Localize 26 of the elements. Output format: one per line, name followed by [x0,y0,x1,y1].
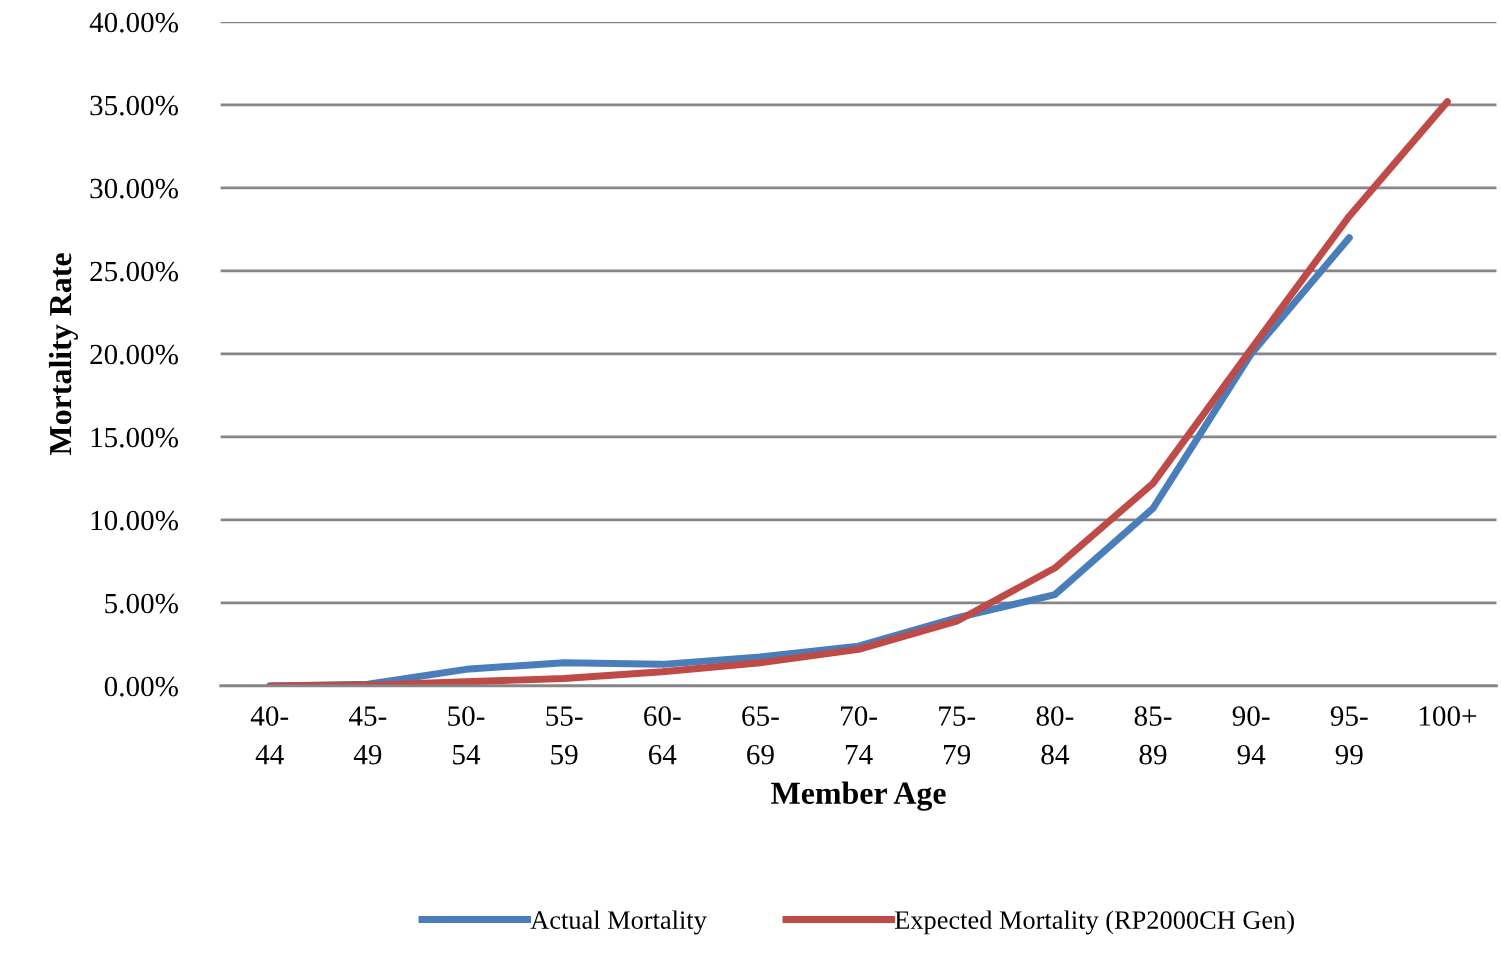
x-tick-label: 65-69 [742,706,779,765]
legend-label: Expected Mortality (RP2000CH Gen) [894,910,1294,935]
y-tick-label: 25.00% [90,261,178,282]
y-tick-label: 35.00% [90,95,178,116]
x-tick-label: 50-54 [448,706,485,765]
x-tick-label: 40-44 [250,706,289,765]
x-tick-label: 70-74 [841,706,877,765]
x-tick-label: 85-89 [1134,706,1172,765]
x-tick-label: 95-99 [1330,706,1368,765]
x-tick-label: 90-94 [1232,706,1270,765]
y-tick-label: 5.00% [105,593,178,614]
x-tick-label: 100+ [1419,706,1477,726]
y-tick-label: 20.00% [90,344,178,365]
x-axis-title: Member Age [771,781,946,811]
legend-label: Actual Mortality [530,910,707,935]
x-tick-label: 55-59 [546,706,583,765]
y-tick-label: 30.00% [90,178,178,199]
y-tick-label: 0.00% [104,676,178,697]
x-tick-label: 45-49 [348,706,387,765]
y-axis-title: Mortality Rate [48,253,78,455]
y-tick-label: 40.00% [89,12,178,33]
x-tick-label: 80-84 [1036,706,1074,765]
x-tick-label: 60-64 [644,706,681,765]
y-tick-label: 15.00% [91,427,178,448]
x-tick-label: 75-79 [939,706,976,765]
y-tick-label: 10.00% [91,510,178,531]
